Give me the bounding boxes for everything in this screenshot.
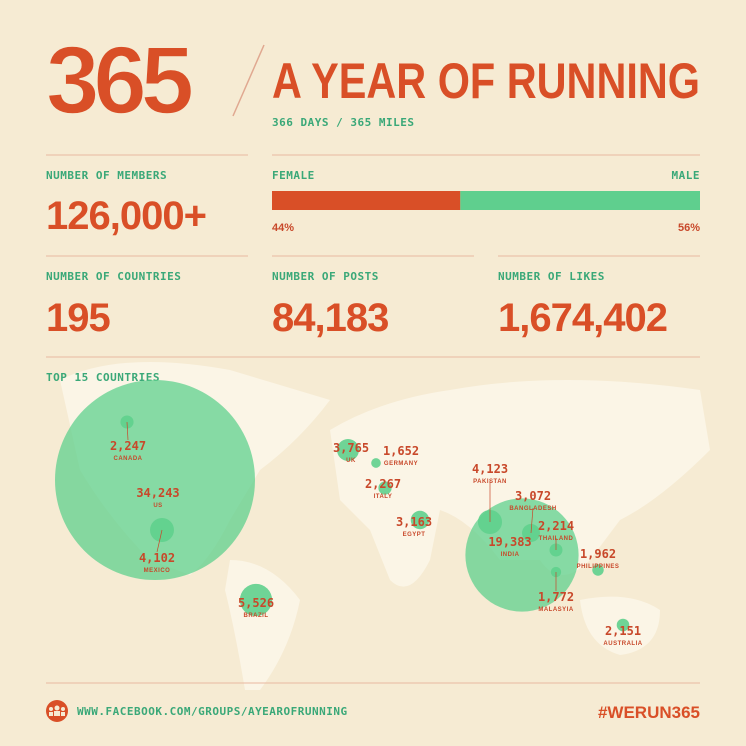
country-name: PAKISTAN (473, 479, 507, 485)
country-value: 2,214 (538, 519, 574, 533)
country-name: UK (346, 458, 356, 464)
leader-line (126, 421, 129, 441)
gender-label: FEMALE (272, 169, 315, 182)
section-title: TOP 15 COUNTRIES (46, 371, 160, 384)
stat-label: NUMBER OF COUNTRIES (46, 270, 181, 283)
stat-label: NUMBER OF LIKES (498, 270, 605, 283)
country-value: 4,123 (472, 462, 508, 476)
stat-label: NUMBER OF POSTS (272, 270, 379, 283)
country-value: 4,102 (139, 551, 175, 565)
country-bubble (55, 380, 255, 580)
bubble-layer: 2,247 CANADA 34,243 US 4,102 MEXICO 5,526 BRAZI… (55, 380, 642, 647)
country-bubble (378, 481, 392, 495)
country-name: BRAZIL (244, 613, 269, 619)
country-name: US (153, 503, 162, 509)
gender-bar (272, 191, 700, 210)
country-name: INDIA (501, 552, 520, 558)
country-value: 1,652 (383, 444, 419, 458)
country-bubble (616, 618, 630, 632)
country-bubble (337, 439, 359, 461)
country-value: 2,151 (605, 624, 641, 638)
country-bubble (410, 510, 430, 530)
country-value: 3,765 (333, 441, 369, 455)
country-name: BANGLADESH (509, 506, 556, 512)
country-value: 1,962 (580, 547, 616, 561)
country-value: 3,072 (515, 489, 551, 503)
stat-value: 1,674,402 (498, 296, 667, 340)
country-value: 19,383 (488, 535, 531, 549)
country-value: 5,526 (238, 596, 274, 610)
bar-segment (272, 191, 461, 210)
country-value: 2,267 (365, 477, 401, 491)
country-name: AUSTRALIA (603, 641, 642, 647)
country-name: THAILAND (539, 536, 574, 542)
gender-value: 56% (678, 222, 700, 234)
country-bubble (592, 564, 604, 576)
country-name: MEXICO (144, 568, 171, 574)
stat-label: NUMBER OF MEMBERS (46, 169, 167, 182)
group-icon (46, 700, 68, 722)
country-name: PHILIPPINES (577, 564, 620, 570)
divider (232, 44, 265, 117)
logo: 365 (46, 27, 192, 134)
country-name: ITALY (374, 494, 393, 500)
country-bubble (239, 583, 273, 617)
title: A YEAR OF RUNNING (272, 53, 700, 109)
gender-value: 44% (272, 222, 294, 234)
country-name: GERMANY (384, 461, 418, 467)
stat-value: 195 (46, 296, 110, 340)
country-value: 3,163 (396, 515, 432, 529)
country-name: MALASYIA (538, 607, 574, 613)
leader-line (530, 507, 534, 534)
bar-segment (460, 191, 700, 210)
subtitle: 366 DAYS / 365 MILES (272, 116, 414, 129)
gender-label: MALE (672, 169, 701, 182)
stat-value: 84,183 (272, 296, 388, 340)
country-name: EGYPT (403, 532, 426, 538)
country-value: 2,247 (110, 439, 146, 453)
stat-value: 126,000+ (46, 194, 206, 238)
country-bubble (371, 458, 381, 468)
footer-url[interactable]: WWW.FACEBOOK.COM/GROUPS/AYEAROFRUNNING (77, 705, 348, 718)
country-value: 1,772 (538, 590, 574, 604)
leader-line (156, 529, 163, 553)
hashtag: #WERUN365 (598, 703, 700, 722)
country-value: 34,243 (136, 486, 179, 500)
country-name: CANADA (114, 456, 143, 462)
